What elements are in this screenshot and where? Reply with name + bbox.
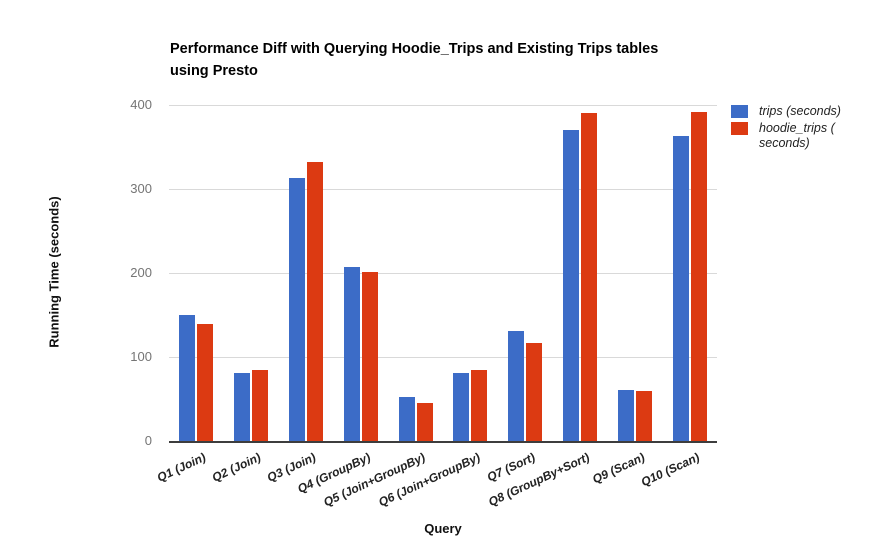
bar-series2-q1 (197, 324, 214, 441)
bar-series1-q1 (179, 315, 196, 441)
x-tick-label-q1: Q1 (Join) (155, 450, 209, 485)
bar-series2-q9 (635, 390, 652, 441)
legend-label-trips: trips (seconds) (759, 104, 841, 118)
legend: trips (seconds) hoodie_trips ( seconds) (731, 104, 881, 153)
x-tick-label-q6: Q6 (Join+GroupBy) (376, 450, 483, 510)
bar-series2-q10 (690, 111, 707, 441)
bar-series1-q4 (343, 267, 360, 441)
x-tick-label-q8: Q8 (GroupBy+Sort) (486, 450, 592, 510)
gridline-y-300 (169, 189, 717, 190)
bar-series1-q10 (672, 136, 689, 441)
chart-title-line-1: Performance Diff with Querying Hoodie_Tr… (170, 41, 659, 57)
legend-item-trips: trips (seconds) (731, 104, 881, 119)
gridline-y-100 (169, 357, 717, 358)
bar-series2-q3 (307, 162, 323, 441)
bar-series1-q2 (234, 372, 251, 441)
bar-series1-q6 (453, 372, 470, 441)
bar-series2-q7 (526, 342, 543, 441)
bar-series2-q4 (361, 272, 378, 441)
legend-label-hoodie-trips: hoodie_trips ( seconds) (759, 121, 835, 150)
y-tick-label-300: 300 (130, 181, 152, 196)
bar-series1-q3 (289, 178, 305, 441)
chart-title-line-2: using Presto (170, 63, 258, 79)
y-tick-label-200: 200 (130, 265, 152, 280)
bar-series2-q2 (252, 370, 269, 441)
bar-series2-q5 (416, 403, 433, 441)
x-tick-label-q9: Q9 (Scan) (590, 450, 647, 487)
x-tick-label-q2: Q2 (Join) (210, 450, 264, 485)
bar-series2-q8 (581, 113, 597, 441)
y-tick-label-0: 0 (144, 433, 152, 448)
chart-title: Performance Diff with Querying Hoodie_Tr… (170, 38, 770, 82)
legend-swatch-trips (731, 105, 748, 118)
y-axis-title: Running Time (seconds) (46, 196, 62, 348)
x-axis-title: Query (424, 521, 462, 536)
bar-series1-q9 (617, 389, 634, 441)
plot-area (169, 105, 717, 443)
legend-swatch-hoodie-trips (731, 122, 748, 135)
bar-series1-q5 (398, 397, 415, 441)
bar-series1-q8 (563, 130, 579, 441)
y-tick-label-400: 400 (130, 97, 152, 112)
bar-series2-q6 (471, 369, 488, 441)
x-tick-label-q10: Q10 (Scan) (638, 450, 702, 490)
bar-series1-q7 (508, 330, 525, 441)
gridline-y-400 (169, 105, 717, 106)
gridline-y-200 (169, 273, 717, 274)
y-tick-label-100: 100 (130, 349, 152, 364)
legend-item-hoodie-trips: hoodie_trips ( seconds) (731, 121, 881, 151)
